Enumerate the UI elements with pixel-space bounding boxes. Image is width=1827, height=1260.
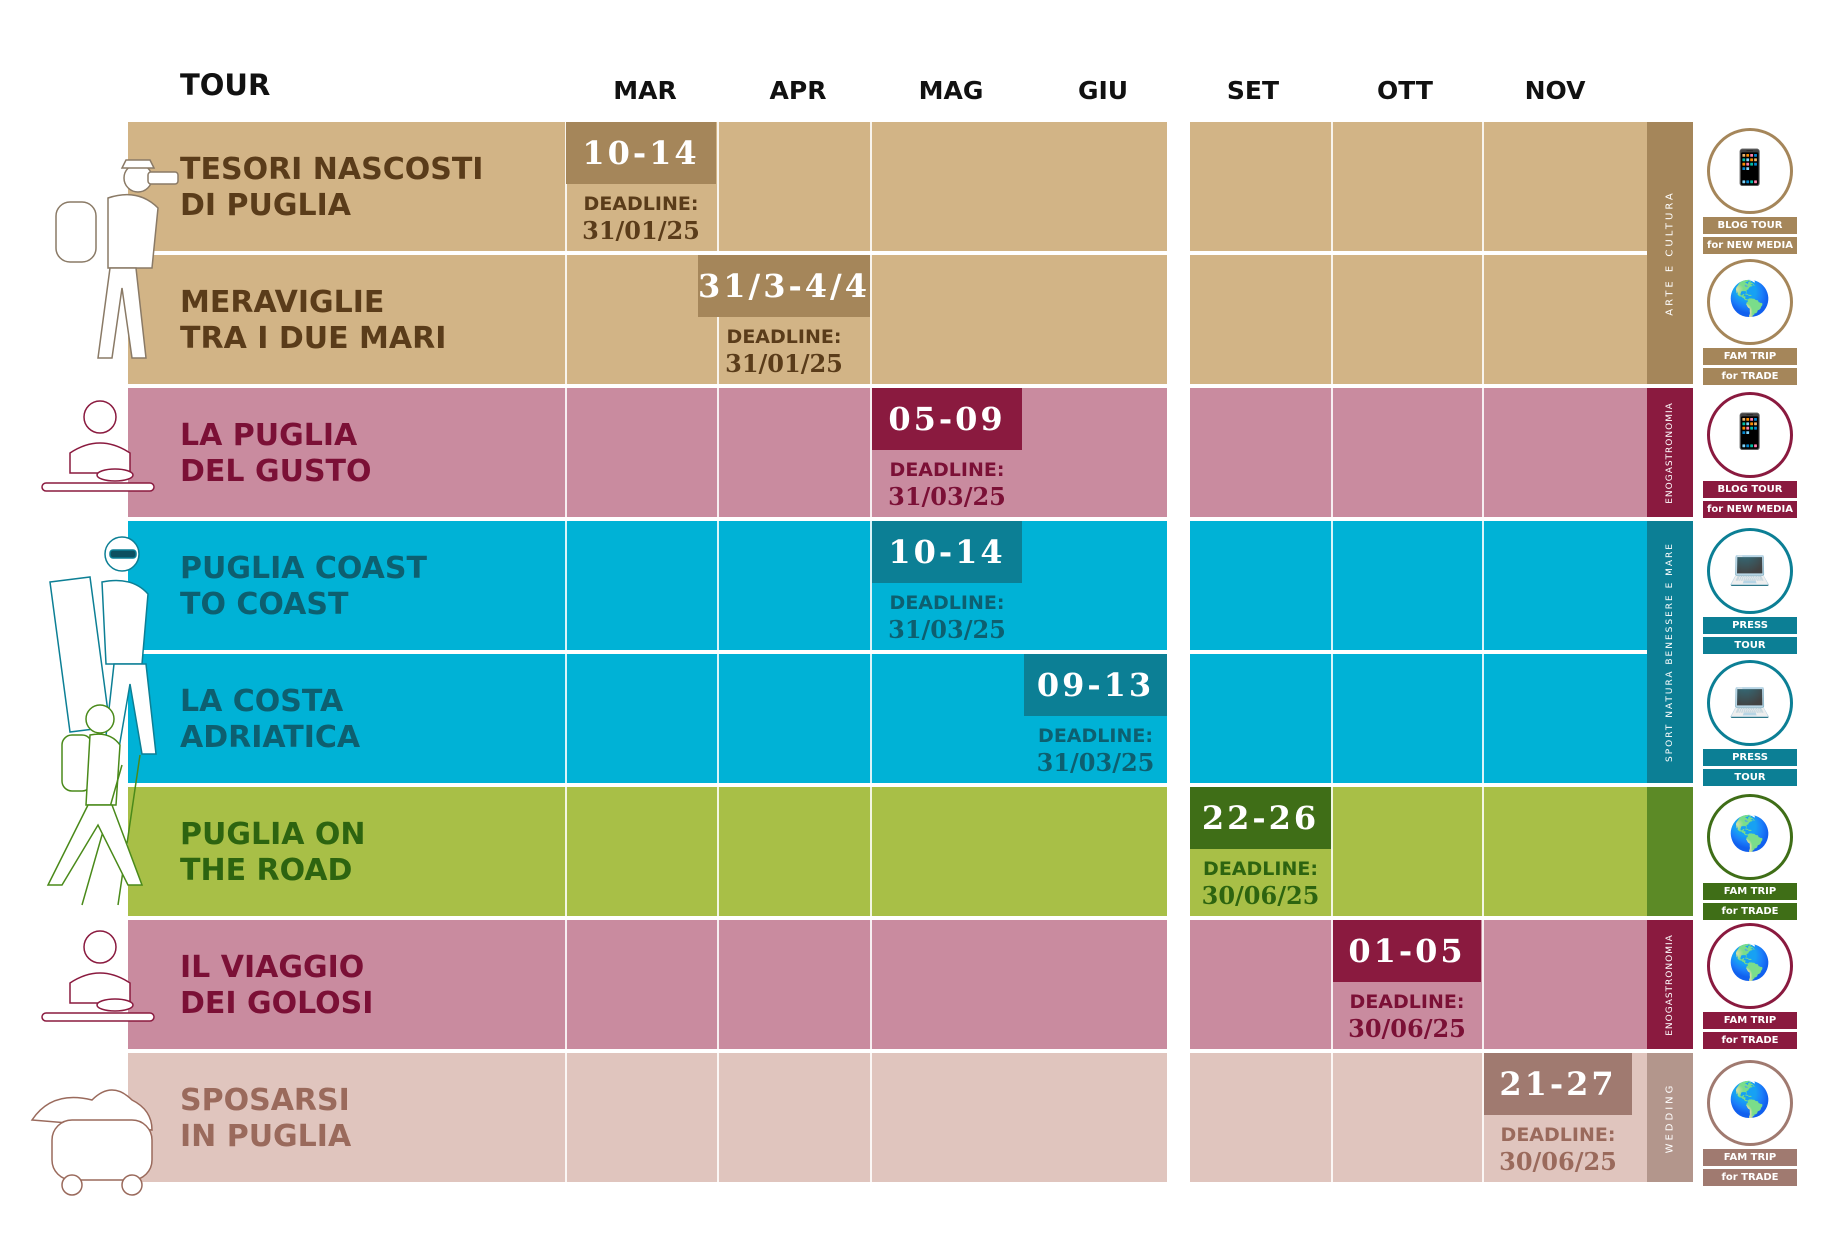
diner-eating-illustration xyxy=(41,400,155,492)
month-header-nov: NOV xyxy=(1524,76,1586,105)
month-header-apr: APR xyxy=(769,76,827,105)
tour-type-badge: 🌎 FAM TRIP for TRADE xyxy=(1703,259,1797,385)
tour-deadline: DEADLINE: 31/01/25 xyxy=(725,326,843,378)
category-label: SPORT NATURA BENESSERE E MARE xyxy=(1647,521,1693,783)
globe-suitcase-icon: 🌎 xyxy=(1728,814,1772,854)
laptop-person-icon: 💻 xyxy=(1728,680,1772,720)
tour-dates-badge: 10-14 xyxy=(872,521,1022,583)
explorer-binoculars-illustration xyxy=(55,159,179,359)
month-header-set: SET xyxy=(1226,76,1280,105)
tour-title: IL VIAGGIO DEI GOLOSI xyxy=(180,950,374,1021)
tour-title: SPOSARSI IN PUGLIA xyxy=(180,1083,352,1154)
tour-deadline: DEADLINE: 30/06/25 xyxy=(1499,1124,1617,1176)
tour-type-badge: 📱 BLOG TOUR for NEW MEDIA xyxy=(1703,128,1797,254)
category-label: ARTE E CULTURA xyxy=(1647,122,1693,384)
tour-dates-badge: 22-26 xyxy=(1190,787,1331,849)
tour-dates-badge: 05-09 xyxy=(872,388,1022,450)
tour-row: IL VIAGGIO DEI GOLOSI 01-05 DEADLINE: 30/0… xyxy=(128,920,1648,1049)
tour-dates-badge: 10-14 xyxy=(566,122,716,184)
laptop-person-icon: 💻 xyxy=(1728,548,1772,588)
tour-row: TESORI NASCOSTI DI PUGLIA 10-14 DEADLINE:… xyxy=(128,122,1648,251)
diner-eating-illustration xyxy=(41,930,155,1022)
tour-type-badge: 🌎 FAM TRIP for TRADE xyxy=(1703,1060,1797,1186)
hiker-illustration xyxy=(46,704,144,906)
tour-row: PUGLIA COAST TO COAST 10-14 DEADLINE: 31/0… xyxy=(128,521,1648,650)
tour-column-header: TOUR xyxy=(180,68,271,102)
tour-type-badge: 💻 PRESS TOUR xyxy=(1703,528,1797,654)
category-label: WEDDING xyxy=(1647,1053,1693,1182)
category-label xyxy=(1647,787,1693,916)
tour-type-badge: 📱 BLOG TOUR for NEW MEDIA xyxy=(1703,392,1797,518)
smartphone-blogger-icon: 📱 xyxy=(1728,148,1772,188)
tour-dates-badge: 31/3-4/4 xyxy=(698,255,870,317)
smartphone-blogger-icon: 📱 xyxy=(1728,412,1772,452)
month-header-ott: OTT xyxy=(1377,76,1433,105)
tour-deadline: DEADLINE: 30/06/25 xyxy=(1201,858,1320,910)
tour-deadline: DEADLINE: 31/03/25 xyxy=(888,459,1006,511)
tour-row: LA PUGLIA DEL GUSTO 05-09 DEADLINE: 31/03/… xyxy=(128,388,1648,517)
category-label: ENOGASTRONOMIA xyxy=(1647,920,1693,1049)
month-header-giu: GIU xyxy=(1077,76,1129,105)
month-header-mag: MAG xyxy=(918,76,984,105)
tour-type-badge: 🌎 FAM TRIP for TRADE xyxy=(1703,794,1797,920)
tour-row: MERAVIGLIE TRA I DUE MARI 31/3-4/4 DEADLI… xyxy=(128,255,1648,384)
month-header-mar: MAR xyxy=(613,76,677,105)
tour-deadline: DEADLINE: 31/03/25 xyxy=(1036,725,1155,777)
tour-type-badge: 🌎 FAM TRIP for TRADE xyxy=(1703,923,1797,1049)
tour-deadline: DEADLINE: 30/06/25 xyxy=(1348,991,1466,1043)
globe-suitcase-icon: 🌎 xyxy=(1728,279,1772,319)
tour-row: PUGLIA ON THE ROAD 22-26 DEADLINE: 30/06/2… xyxy=(128,787,1648,916)
globe-suitcase-icon: 🌎 xyxy=(1728,1080,1772,1120)
tour-row: SPOSARSI IN PUGLIA 21-27 DEADLINE: 30/06/2… xyxy=(128,1053,1648,1182)
tour-deadline: DEADLINE: 31/01/25 xyxy=(582,193,700,245)
tour-dates-badge: 01-05 xyxy=(1333,920,1481,982)
tour-type-badge: 💻 PRESS TOUR xyxy=(1703,660,1797,786)
tour-dates-badge: 09-13 xyxy=(1024,654,1167,716)
tour-title: MERAVIGLIE TRA I DUE MARI xyxy=(180,285,447,356)
tour-dates-badge: 21-27 xyxy=(1484,1053,1632,1115)
category-label: ENOGASTRONOMIA xyxy=(1647,388,1693,517)
tour-title: TESORI NASCOSTI DI PUGLIA xyxy=(180,152,484,223)
tour-title: PUGLIA ON THE ROAD xyxy=(180,817,366,888)
tour-title: PUGLIA COAST TO COAST xyxy=(180,551,427,622)
wedding-car-illustration xyxy=(30,1089,153,1196)
tour-title: LA PUGLIA DEL GUSTO xyxy=(180,418,372,489)
tour-row: LA COSTA ADRIATICA 09-13 DEADLINE: 31/03/2… xyxy=(128,654,1648,783)
tour-deadline: DEADLINE: 31/03/25 xyxy=(888,592,1006,644)
globe-suitcase-icon: 🌎 xyxy=(1728,943,1772,983)
tour-title: LA COSTA ADRIATICA xyxy=(180,684,361,755)
